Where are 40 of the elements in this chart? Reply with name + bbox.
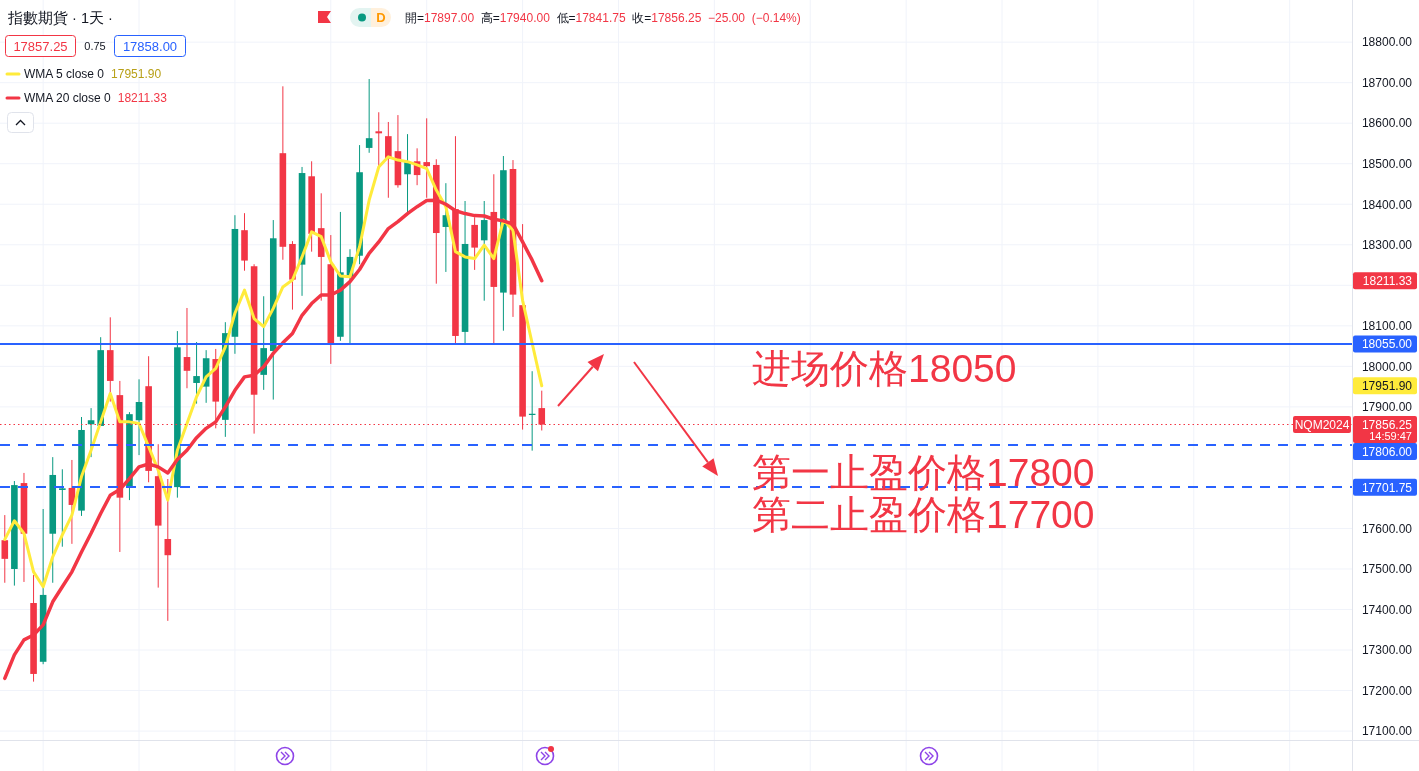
ref-line-label: 17701.75 <box>1361 480 1413 495</box>
y-tick-label: 18600.00 <box>1361 116 1413 131</box>
annotation: 17858.00 <box>122 38 178 54</box>
annotation: 0.75 <box>84 40 106 52</box>
y-tick-label: 18700.00 <box>1361 75 1413 90</box>
y-tick-label: 18000.00 <box>1361 359 1413 374</box>
ref-line-label: 17806.00 <box>1361 444 1413 459</box>
legend-label: WMA 20 close 0 <box>24 91 112 105</box>
axis-tag: NQM2024 <box>1293 416 1351 434</box>
y-tick-label: 17400.00 <box>1361 602 1413 617</box>
y-tick-label: 17100.00 <box>1361 724 1413 739</box>
legend-label: WMA 5 close 0 <box>24 67 105 81</box>
axis-label: 17951.90 <box>1353 377 1417 395</box>
y-tick-label: 18500.00 <box>1361 157 1413 172</box>
axis-label: 17806.00 <box>1353 443 1417 461</box>
axis-label: 17701.75 <box>1353 478 1417 496</box>
y-tick-label: 18100.00 <box>1361 319 1413 334</box>
ref-line-label: 18055.00 <box>1361 337 1413 352</box>
badge-text: D <box>376 10 386 25</box>
title: 指數期貨 · 1天 · <box>8 10 113 26</box>
y-tick-label: 17600.00 <box>1361 521 1413 536</box>
annotation: 18211.33 <box>117 91 168 105</box>
y-tick-label: 17900.00 <box>1361 400 1413 415</box>
annotation: 17857.25 <box>13 38 68 54</box>
y-tick-label: 17200.00 <box>1361 683 1413 698</box>
y-tick-label: 17300.00 <box>1361 643 1413 658</box>
y-tick-label: 18800.00 <box>1361 35 1413 50</box>
ref-line-label: 17856.25 <box>1361 417 1413 432</box>
y-tick-label: 18400.00 <box>1361 197 1413 212</box>
axis-label: 18211.33 <box>1353 272 1417 290</box>
axis-label: 18055.00 <box>1353 335 1417 353</box>
annotation: 进场价格18050 <box>752 347 1017 390</box>
y-tick-label: 18300.00 <box>1361 238 1413 253</box>
axis-label: 17856.25 14:59:47 <box>1353 416 1417 444</box>
annotation: 第一止盈价格17800 <box>752 451 1095 494</box>
annotation: 第二止盈价格17700 <box>752 493 1095 536</box>
subtitle: 開=17897.00 高=17940.00 低=17841.75 收=17856.25 −25.00 (−0.14%) <box>405 11 801 25</box>
annotation: 17951.90 <box>111 67 162 81</box>
y-tick-label: 17500.00 <box>1361 562 1413 577</box>
quote-row: 17857.25 0.75 17858.00 <box>5 35 186 57</box>
